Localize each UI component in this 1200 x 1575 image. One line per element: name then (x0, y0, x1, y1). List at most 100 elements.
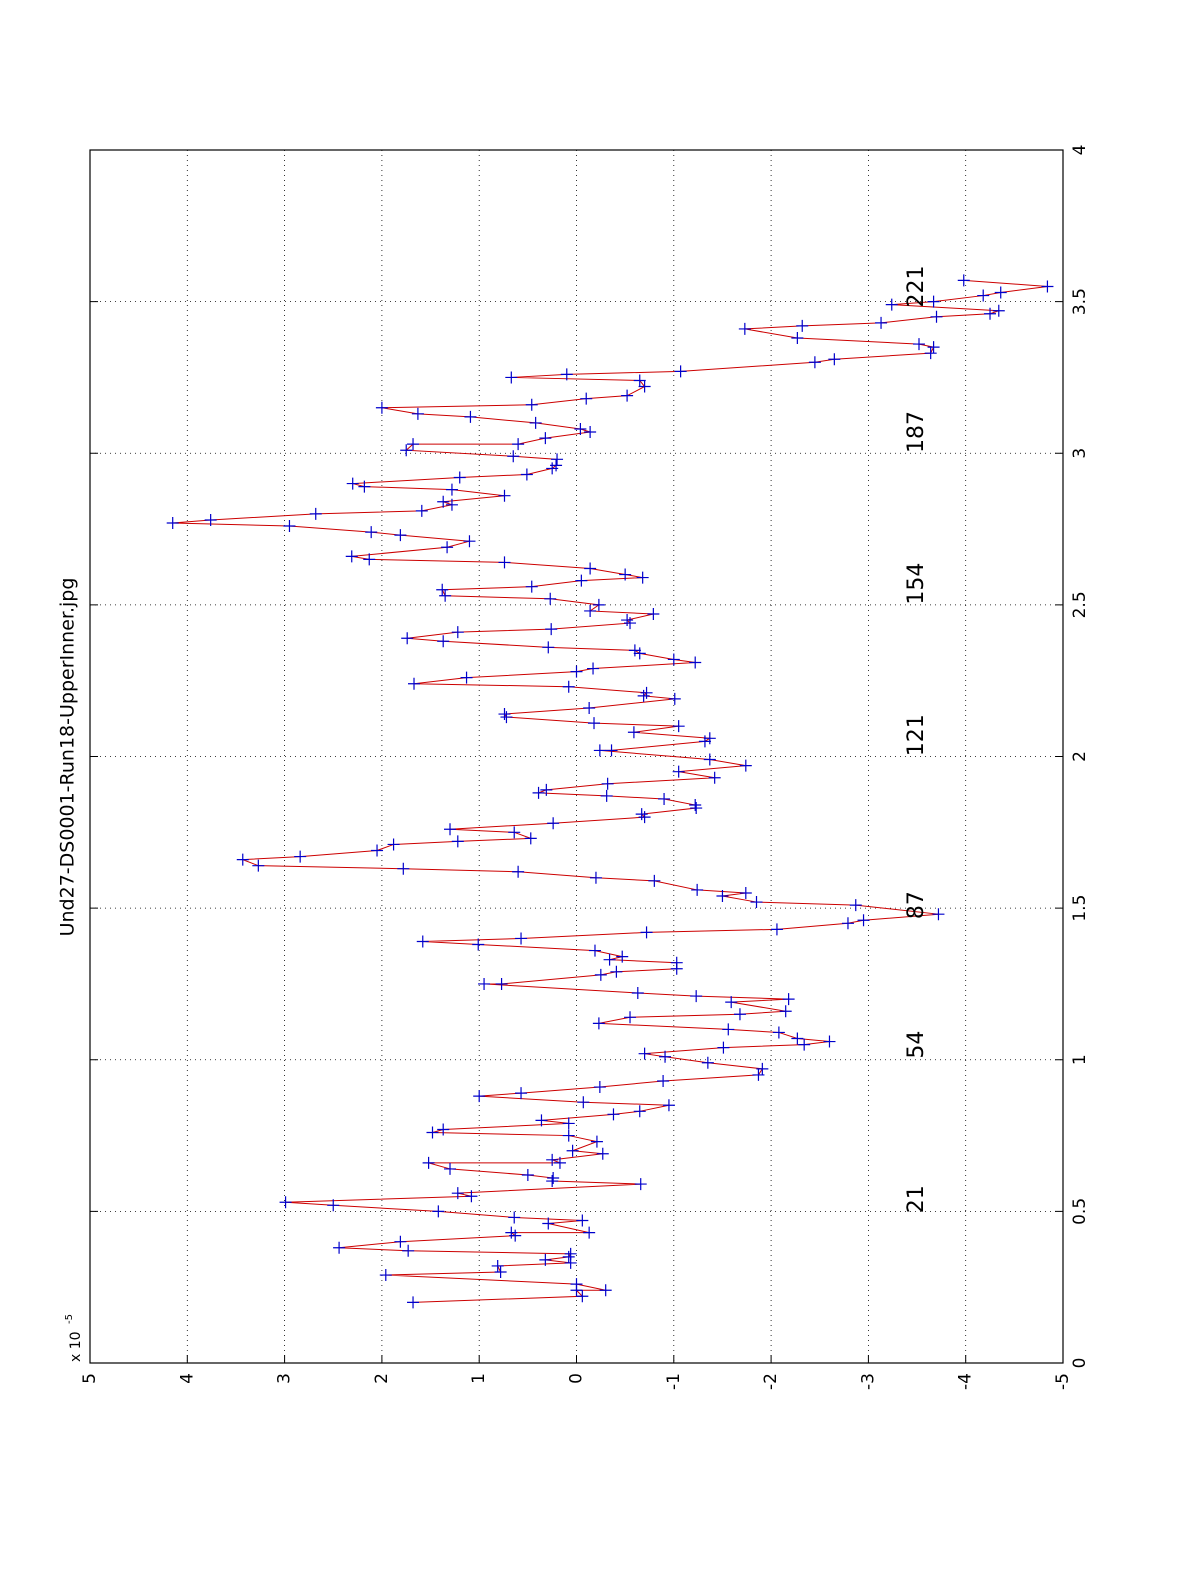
data-point (441, 541, 454, 554)
annotation: 54 (904, 1031, 929, 1059)
data-point (542, 1217, 555, 1230)
data-point (547, 817, 560, 830)
chart-title: Und27-DS0001-Run18-UpperInner.jpg (57, 578, 79, 937)
data-point (521, 1168, 534, 1181)
data-point (408, 677, 421, 690)
data-point (716, 889, 729, 902)
data-point (924, 347, 937, 360)
data-point (633, 1105, 646, 1118)
data-point (529, 416, 542, 429)
data-point (576, 1214, 589, 1227)
data-point (236, 853, 249, 866)
data-point (930, 310, 943, 323)
data-point (576, 1290, 589, 1303)
y-tick-label: -5 (1053, 1373, 1073, 1390)
data-point (500, 711, 513, 724)
data-point (703, 732, 716, 745)
scale-label: x 10 -5 (64, 1314, 84, 1362)
data-point (445, 483, 458, 496)
data-point (166, 516, 179, 529)
data-point (445, 498, 458, 511)
data-point (564, 1247, 577, 1260)
data-point (927, 341, 940, 354)
data-point (690, 990, 703, 1003)
data-point (756, 1062, 769, 1075)
data-point (505, 1226, 518, 1239)
data-point (599, 1284, 612, 1297)
data-point (670, 956, 683, 969)
data-point (984, 307, 997, 320)
data-point (460, 671, 473, 684)
data-point (375, 401, 388, 414)
data-point (647, 607, 660, 620)
data-point (659, 1050, 672, 1063)
data-point (782, 993, 795, 1006)
data-point (957, 274, 970, 287)
data-point (808, 356, 821, 369)
data-point (444, 1162, 457, 1175)
data-point (400, 444, 413, 457)
data-point (550, 459, 563, 472)
data-point (770, 923, 783, 936)
data-point (524, 832, 537, 845)
y-tick-label: 4 (177, 1373, 197, 1384)
data-point (703, 753, 716, 766)
data-point (689, 656, 702, 669)
data-point (698, 735, 711, 748)
data-point (505, 371, 518, 384)
data-point (798, 1038, 811, 1051)
x-tick-label: 3 (1070, 448, 1090, 459)
data-point (772, 1026, 785, 1039)
data-point (603, 953, 616, 966)
data-point (779, 1005, 792, 1018)
x-tick-label: 3.5 (1070, 288, 1090, 315)
data-point (507, 450, 520, 463)
data-point (621, 389, 634, 402)
data-point (823, 1035, 836, 1048)
data-point (546, 1175, 559, 1188)
data-point (397, 862, 410, 875)
data-point (885, 298, 898, 311)
data-point (252, 859, 265, 872)
annotation: 87 (904, 891, 929, 919)
data-point (932, 908, 945, 921)
data-point (416, 935, 429, 948)
x-tick-label: 0 (1070, 1358, 1090, 1369)
data-point (977, 289, 990, 302)
data-point (525, 580, 538, 593)
data-point (593, 1081, 606, 1094)
data-point (495, 977, 508, 990)
data-point (927, 295, 940, 308)
data-point (463, 535, 476, 548)
data-point (451, 626, 464, 639)
data-point (701, 1056, 714, 1069)
data-point (439, 589, 452, 602)
data-point (674, 365, 687, 378)
data-point (638, 380, 651, 393)
data-point (689, 799, 702, 812)
data-point (635, 808, 648, 821)
data-point (592, 598, 605, 611)
data-point (828, 353, 841, 366)
data-point (535, 1114, 548, 1127)
data-point (204, 513, 217, 526)
data-point (363, 553, 376, 566)
x-tick-label: 1.5 (1070, 895, 1090, 922)
data-point (498, 489, 511, 502)
data-point (539, 1253, 552, 1266)
data-point (491, 1259, 504, 1272)
y-tick-label: 2 (372, 1373, 392, 1384)
data-point (690, 802, 703, 815)
data-point (508, 826, 521, 839)
data-point (841, 917, 854, 930)
data-point (587, 662, 600, 675)
y-tick-label: 1 (469, 1373, 489, 1384)
data-point (551, 453, 564, 466)
data-point (662, 1099, 675, 1112)
data-point (444, 823, 457, 836)
data-point (752, 1068, 765, 1081)
data-point (562, 1117, 575, 1130)
data-point (498, 708, 511, 721)
data-point (739, 886, 752, 899)
